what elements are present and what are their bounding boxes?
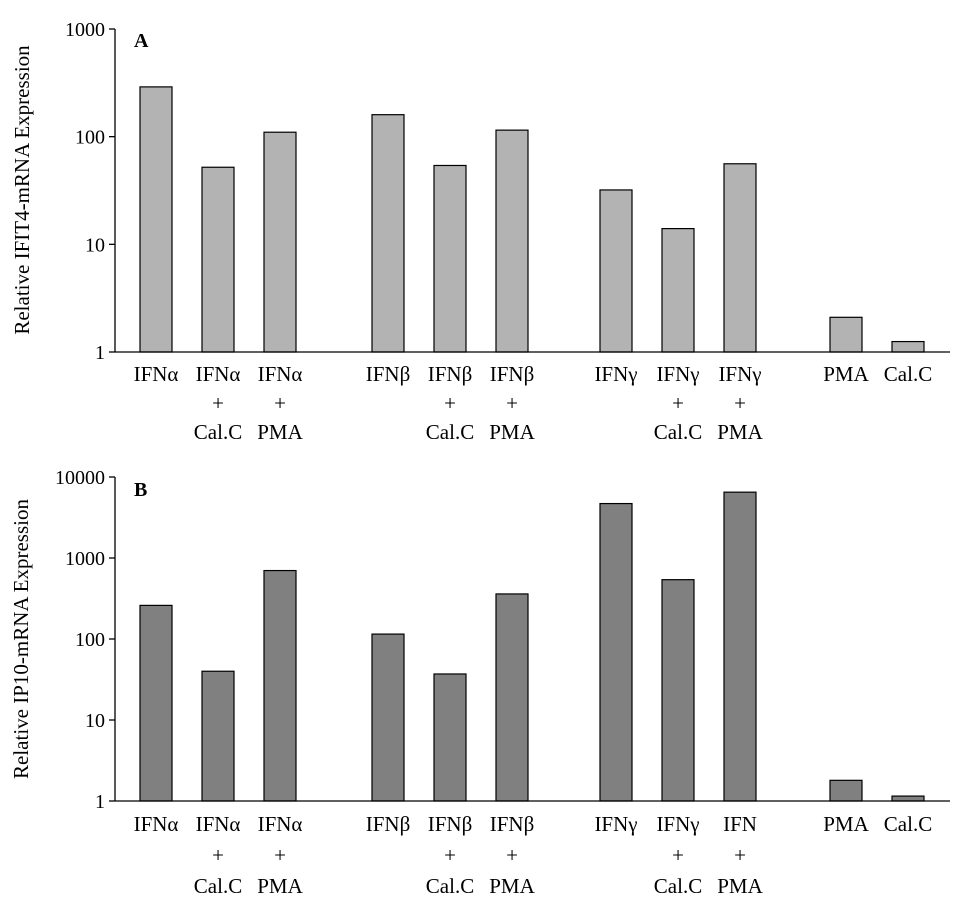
category-label: IFNγ	[594, 362, 637, 386]
bar-6	[495, 593, 529, 802]
category-label: IFNγ	[718, 362, 761, 386]
bar-9	[723, 163, 757, 353]
bar-1	[139, 86, 173, 353]
bar-11	[891, 795, 925, 802]
category-label: IFNβ	[490, 362, 535, 386]
bar-10	[829, 316, 863, 353]
category-label: PMA	[257, 420, 303, 444]
category-label: PMA	[717, 420, 763, 444]
bar-2	[201, 166, 235, 353]
category-label: PMA	[823, 812, 869, 836]
category-label: Cal.C	[884, 362, 932, 386]
category-label: IFNα	[196, 812, 241, 836]
category-label: +	[444, 843, 456, 867]
bar-7	[599, 502, 633, 802]
bar-4	[371, 633, 405, 802]
category-label: IFNγ	[594, 812, 637, 836]
category-label: PMA	[489, 874, 535, 897]
y-tick-label: 100	[75, 127, 105, 149]
panel-b-bars	[139, 491, 925, 802]
category-label: Cal.C	[194, 874, 242, 897]
bar-5	[433, 164, 467, 353]
panel-a-bars	[139, 86, 925, 353]
bar-8	[661, 228, 695, 353]
bar-1	[139, 604, 173, 802]
category-label: IFNα	[134, 812, 179, 836]
panel-a-ticks: 1 10 100 1000	[65, 19, 115, 364]
category-label: IFNα	[134, 362, 179, 386]
bar-5	[433, 673, 467, 802]
category-label: IFNα	[196, 362, 241, 386]
category-label: +	[212, 391, 224, 415]
bar-4	[371, 114, 405, 353]
category-label: Cal.C	[654, 874, 702, 897]
panel-a-ylabel: Relative IFIT4-mRNA Expression	[10, 45, 34, 335]
bar-2	[201, 670, 235, 802]
y-tick-label: 1000	[65, 548, 105, 570]
y-tick-label: 10000	[55, 467, 105, 489]
category-label: IFNβ	[490, 812, 535, 836]
category-label: Cal.C	[654, 420, 702, 444]
y-tick-label: 10	[85, 234, 105, 256]
y-tick-label: 1000	[65, 19, 105, 41]
panel-b-letter: B	[134, 479, 147, 501]
category-label: IFNβ	[366, 812, 411, 836]
panel-a-letter: A	[134, 30, 149, 52]
category-label: Cal.C	[426, 420, 474, 444]
bar-7	[599, 189, 633, 353]
category-label: PMA	[489, 420, 535, 444]
category-label: +	[506, 391, 518, 415]
category-label: +	[274, 843, 286, 867]
y-tick-label: 10	[85, 710, 105, 732]
y-tick-label: 1	[95, 342, 105, 364]
panel-b-ticks: 1 10 100 1000 10000	[55, 467, 115, 813]
bar-6	[495, 129, 529, 353]
y-tick-label: 1	[95, 791, 105, 813]
category-label: Cal.C	[884, 812, 932, 836]
panel-b-ylabel: Relative IP10-mRNA Expression	[9, 499, 33, 779]
category-label: Cal.C	[426, 874, 474, 897]
panel-a-categories: IFNα IFNα + Cal.C IFNα + PMA IFNβ IFNβ + Cal.C IFNβ…	[134, 362, 933, 444]
bar-3	[263, 569, 297, 802]
bar-10	[829, 779, 863, 802]
bar-8	[661, 579, 695, 802]
category-label: PMA	[257, 874, 303, 897]
category-label: +	[212, 843, 224, 867]
panel-a-axes	[114, 29, 950, 353]
category-label: IFNβ	[428, 812, 473, 836]
category-label: PMA	[823, 362, 869, 386]
panel-b-categories: IFNα IFNα + Cal.C IFNα + PMA IFNβ IFNβ + Cal.C IFNβ…	[134, 812, 933, 897]
category-label: IFNγ	[656, 362, 699, 386]
category-label: IFNβ	[366, 362, 411, 386]
category-label: +	[444, 391, 456, 415]
category-label: IFNγ	[656, 812, 699, 836]
category-label: Cal.C	[194, 420, 242, 444]
category-label: IFNα	[258, 812, 303, 836]
panel-b-axes	[114, 477, 950, 802]
category-label: +	[506, 843, 518, 867]
category-label: +	[672, 843, 684, 867]
category-label: IFNβ	[428, 362, 473, 386]
category-label: IFNα	[258, 362, 303, 386]
bar-3	[263, 131, 297, 353]
category-label: +	[734, 843, 746, 867]
category-label: PMA	[717, 874, 763, 897]
category-label: +	[274, 391, 286, 415]
category-label: +	[672, 391, 684, 415]
bar-11	[891, 340, 925, 353]
category-label: +	[734, 391, 746, 415]
bar-9	[723, 491, 757, 802]
y-tick-label: 100	[75, 629, 105, 651]
category-label: IFN	[723, 812, 757, 836]
